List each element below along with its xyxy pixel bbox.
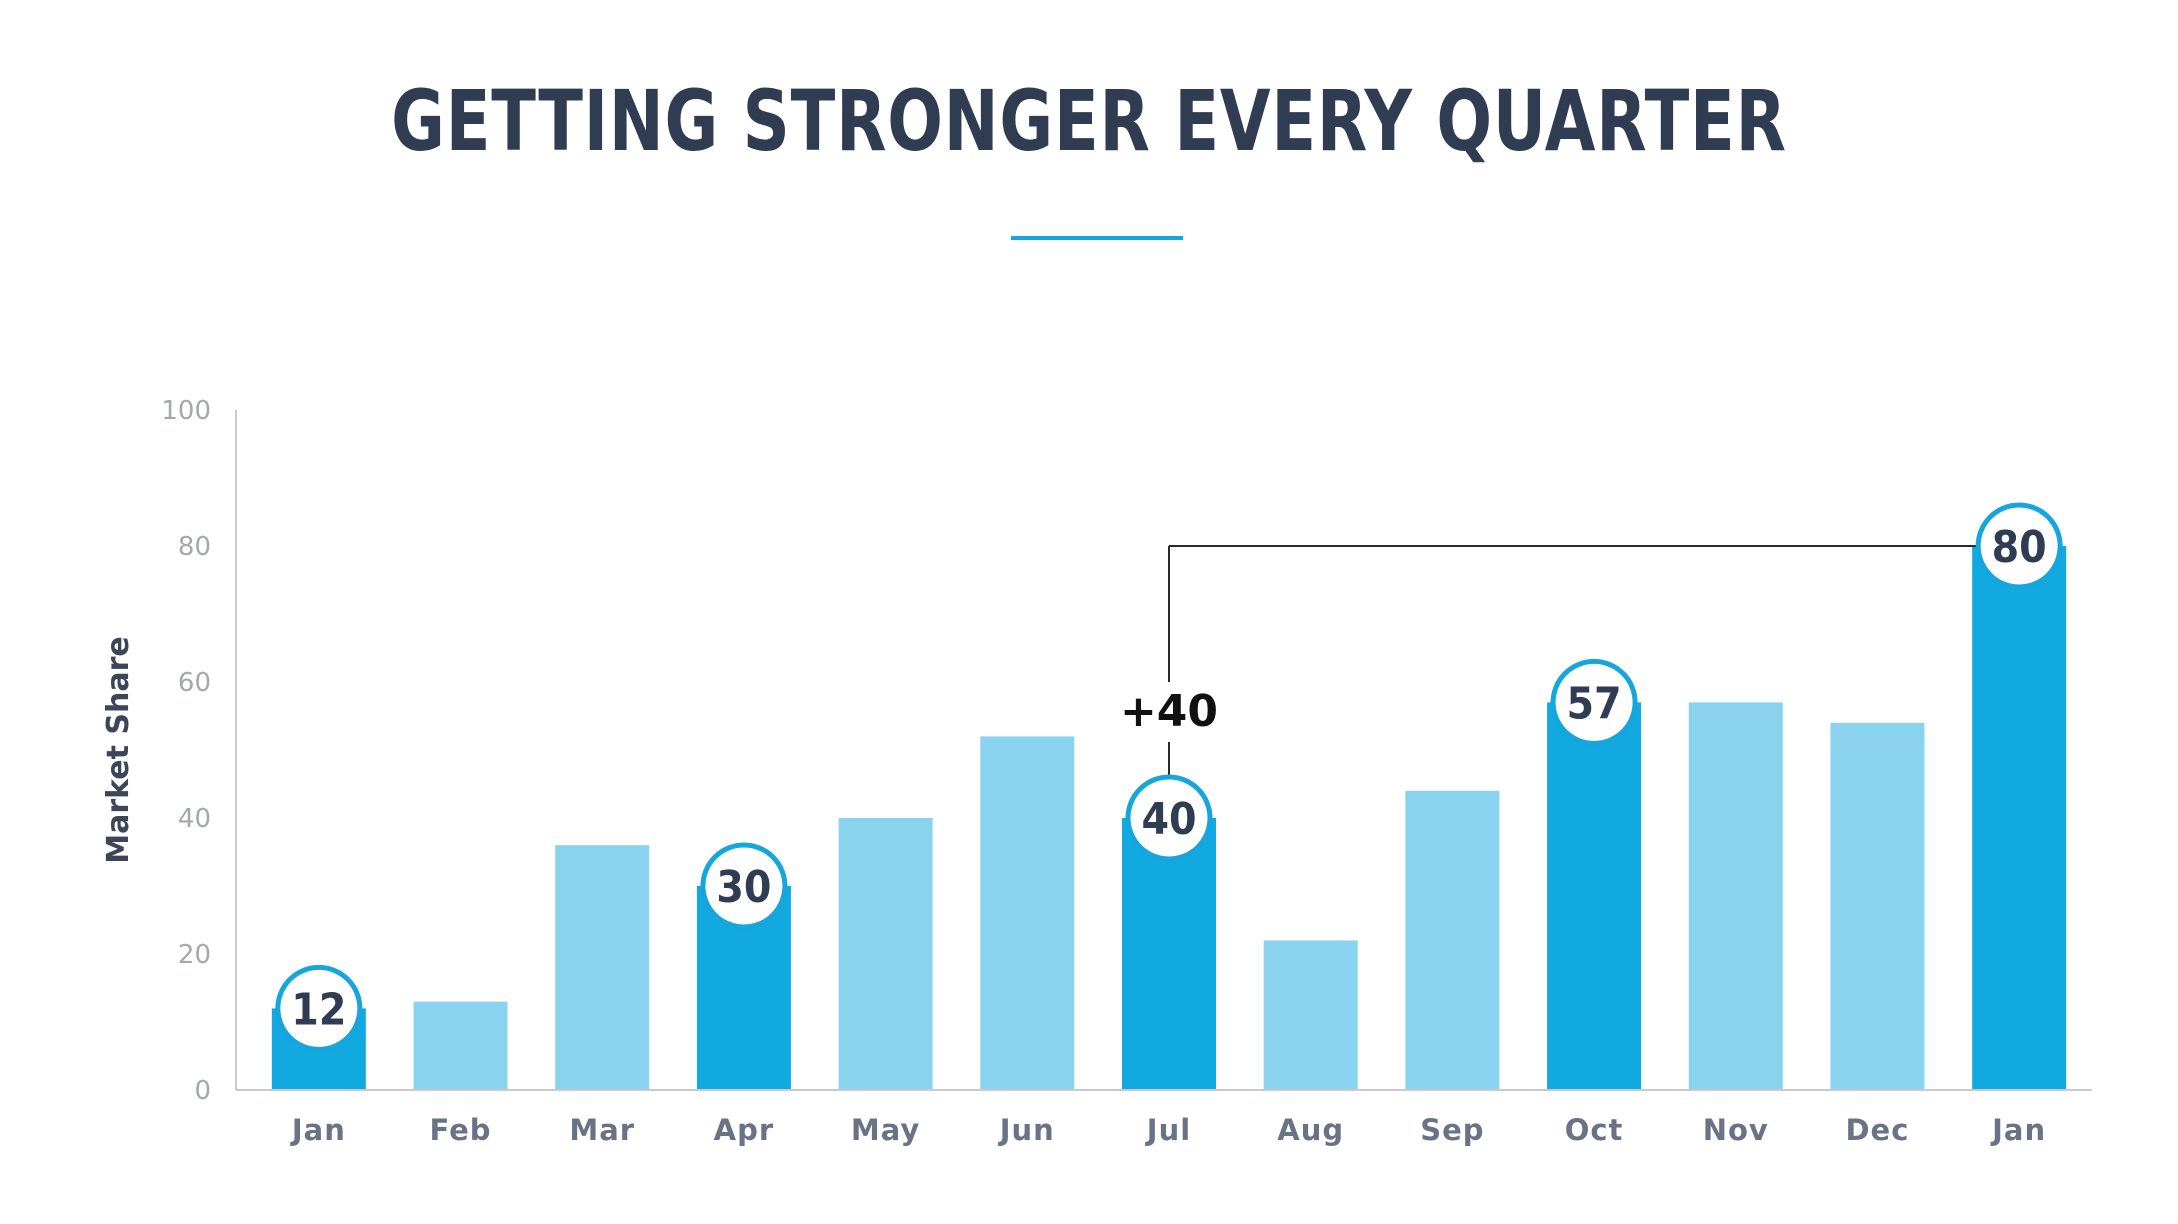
y-tick-label: 100 (161, 396, 211, 426)
x-tick-label: Nov (1703, 1113, 1769, 1147)
bar (555, 845, 650, 1089)
x-tick-label: Mar (569, 1113, 635, 1147)
y-tick-label: 80 (178, 532, 211, 562)
annotation-label: +40 (1120, 686, 1218, 737)
bar (1688, 702, 1783, 1089)
x-tick-label: Jan (1990, 1113, 2046, 1147)
bar (1405, 790, 1500, 1089)
bar (1122, 818, 1216, 1089)
y-tick-label: 20 (178, 940, 211, 970)
data-label-badge (700, 842, 788, 930)
x-tick-label: Jun (998, 1113, 1055, 1147)
bar (413, 1001, 508, 1089)
x-tick-label: Jul (1145, 1113, 1191, 1147)
chart-title: GETTING STRONGER EVERY QUARTER (391, 72, 1787, 170)
title-divider (1011, 236, 1183, 240)
x-tick-label: May (851, 1113, 920, 1147)
x-tick-label: Dec (1845, 1113, 1909, 1147)
data-label: 12 (291, 984, 346, 1035)
y-tick-label: 40 (178, 804, 211, 834)
bar (1547, 702, 1642, 1089)
bar (838, 818, 933, 1089)
x-tick-label: Oct (1565, 1113, 1624, 1147)
data-label-badge (1125, 774, 1213, 862)
x-tick-label: Apr (714, 1113, 775, 1147)
bar (1972, 546, 2067, 1089)
x-tick-label: Feb (430, 1113, 492, 1147)
data-label-badge (275, 964, 363, 1052)
y-tick-label: 0 (194, 1076, 211, 1106)
data-label-badge (1550, 658, 1638, 746)
x-tick-label: Sep (1420, 1113, 1484, 1147)
bar (1830, 722, 1925, 1089)
bar (1263, 940, 1358, 1089)
data-labels: 12 30 40 57 80 (275, 502, 2063, 1052)
change-annotation: +40 (1120, 545, 2020, 818)
category-labels: Jan Feb Mar Apr May Jun Jul Aug Sep Oct Nov Dec Jan (290, 1113, 2046, 1147)
bar (980, 736, 1075, 1089)
data-label: 30 (716, 862, 771, 913)
bars (271, 546, 2067, 1089)
y-axis-label: Market Share (101, 636, 136, 864)
data-label-badge (1975, 502, 2063, 590)
axes: 0 20 40 60 80 100 (161, 396, 2092, 1106)
x-tick-label: Jan (290, 1113, 346, 1147)
data-label: 57 (1567, 678, 1622, 729)
data-label: 40 (1141, 794, 1196, 845)
x-tick-label: Aug (1277, 1113, 1344, 1147)
y-tick-label: 60 (178, 668, 211, 698)
data-label: 80 (1992, 522, 2047, 573)
